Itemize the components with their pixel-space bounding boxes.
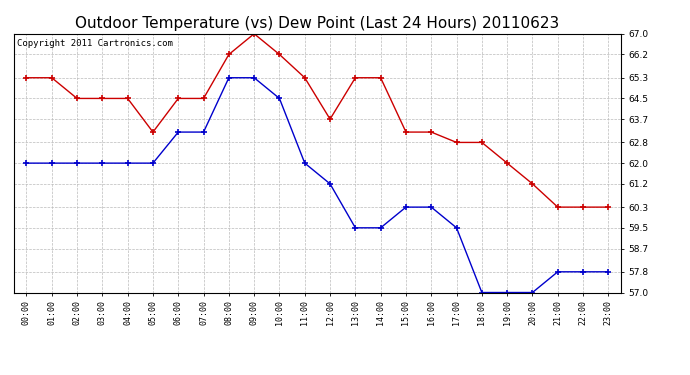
Text: Copyright 2011 Cartronics.com: Copyright 2011 Cartronics.com <box>17 39 172 48</box>
Title: Outdoor Temperature (vs) Dew Point (Last 24 Hours) 20110623: Outdoor Temperature (vs) Dew Point (Last… <box>75 16 560 31</box>
